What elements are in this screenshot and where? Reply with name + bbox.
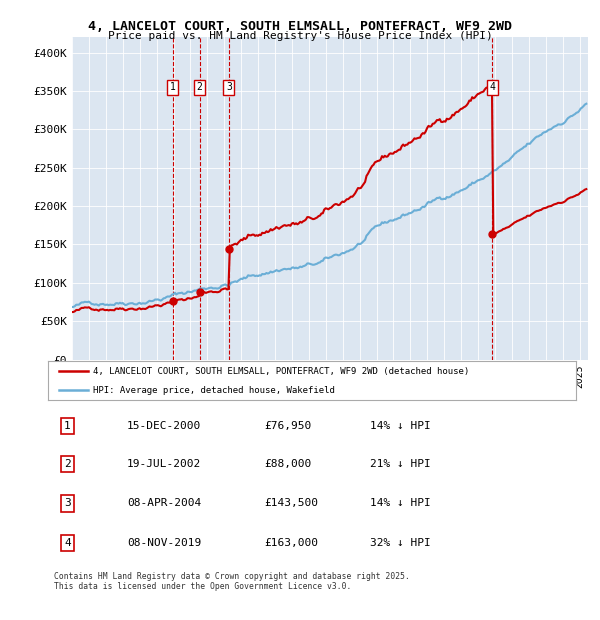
- Text: £76,950: £76,950: [265, 421, 312, 431]
- Text: 32% ↓ HPI: 32% ↓ HPI: [370, 538, 431, 548]
- Text: 4, LANCELOT COURT, SOUTH ELMSALL, PONTEFRACT, WF9 2WD (detached house): 4, LANCELOT COURT, SOUTH ELMSALL, PONTEF…: [93, 367, 469, 376]
- Text: 1: 1: [64, 421, 71, 431]
- Text: 2: 2: [197, 82, 202, 92]
- Text: £88,000: £88,000: [265, 459, 312, 469]
- Text: 08-APR-2004: 08-APR-2004: [127, 498, 202, 508]
- Text: 14% ↓ HPI: 14% ↓ HPI: [370, 498, 431, 508]
- Text: £163,000: £163,000: [265, 538, 319, 548]
- Text: 4: 4: [64, 538, 71, 548]
- Text: 21% ↓ HPI: 21% ↓ HPI: [370, 459, 431, 469]
- Text: 3: 3: [64, 498, 71, 508]
- Text: Price paid vs. HM Land Registry's House Price Index (HPI): Price paid vs. HM Land Registry's House …: [107, 31, 493, 41]
- Text: 1: 1: [170, 82, 176, 92]
- Text: £143,500: £143,500: [265, 498, 319, 508]
- Text: 15-DEC-2000: 15-DEC-2000: [127, 421, 202, 431]
- Text: 4, LANCELOT COURT, SOUTH ELMSALL, PONTEFRACT, WF9 2WD: 4, LANCELOT COURT, SOUTH ELMSALL, PONTEF…: [88, 20, 512, 33]
- Text: 14% ↓ HPI: 14% ↓ HPI: [370, 421, 431, 431]
- Text: 2: 2: [64, 459, 71, 469]
- Text: 4: 4: [490, 82, 496, 92]
- Text: 19-JUL-2002: 19-JUL-2002: [127, 459, 202, 469]
- Text: HPI: Average price, detached house, Wakefield: HPI: Average price, detached house, Wake…: [93, 386, 335, 395]
- Text: Contains HM Land Registry data © Crown copyright and database right 2025.
This d: Contains HM Land Registry data © Crown c…: [54, 572, 410, 591]
- Text: 08-NOV-2019: 08-NOV-2019: [127, 538, 202, 548]
- Text: 3: 3: [226, 82, 232, 92]
